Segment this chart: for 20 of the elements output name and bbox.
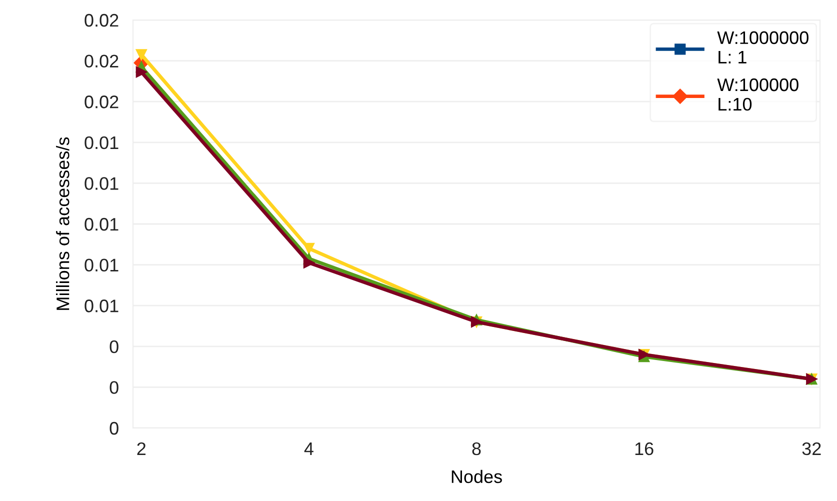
y-tick-label: 0.02 [84,96,118,108]
x-tick-label: 2 [137,442,146,455]
y-tick-label: 0 [110,422,118,435]
legend-label: W:1000000 L: 1 [717,31,808,64]
y-tick-label: 0.02 [84,14,118,27]
x-tick-label: 4 [304,442,314,455]
x-axis-title: Nodes [452,470,502,484]
y-tick-label: 0.01 [84,177,118,190]
y-tick-label: 0.01 [84,300,118,312]
legend-label: W:100000 L:10 [717,78,798,111]
y-tick-label: 0.01 [84,258,118,272]
y-tick-label: 0.02 [84,54,118,68]
x-tick-label: 32 [802,442,821,456]
y-tick-label: 0 [110,381,118,394]
x-tick-label: 8 [472,442,481,456]
x-tick-label: 16 [635,442,654,456]
y-axis-title: Millions of accesses/s [56,137,70,310]
y-tick-label: 0.01 [84,136,118,150]
y-tick-label: 0.01 [84,218,118,231]
y-tick-label: 0 [110,340,118,354]
